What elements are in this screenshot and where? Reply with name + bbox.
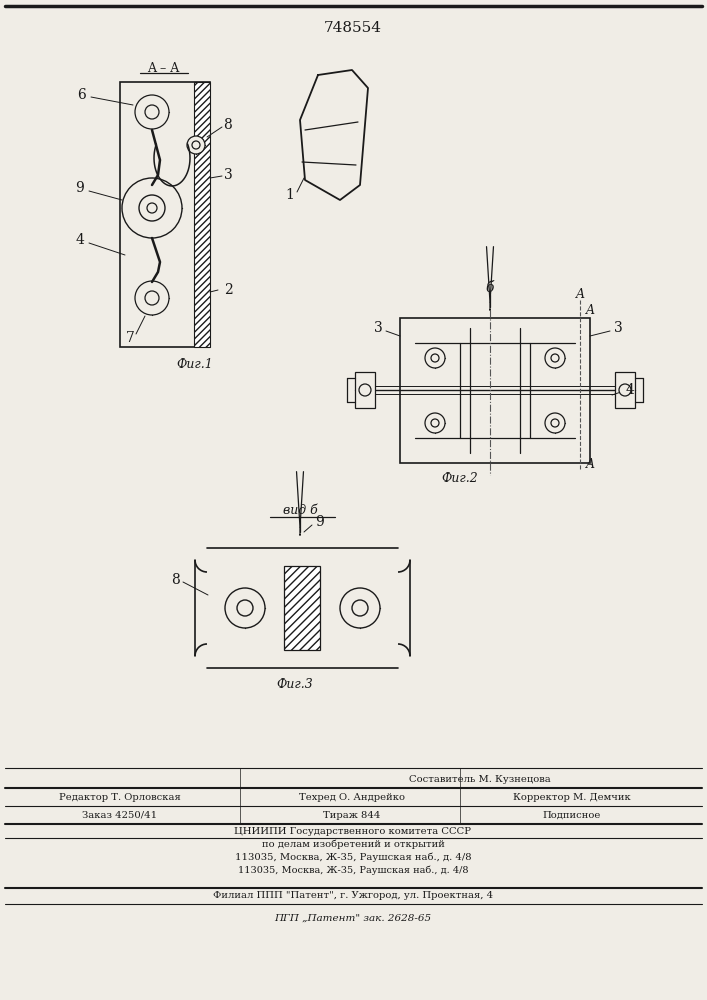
Text: Составитель М. Кузнецова: Составитель М. Кузнецова <box>409 774 551 784</box>
Circle shape <box>425 413 445 433</box>
Text: 9: 9 <box>76 181 84 195</box>
Text: 4: 4 <box>626 383 634 397</box>
Circle shape <box>551 354 559 362</box>
Circle shape <box>135 281 169 315</box>
Text: вид б: вид б <box>283 504 317 516</box>
Circle shape <box>122 178 182 238</box>
Text: Фиг.1: Фиг.1 <box>177 359 214 371</box>
Text: 4: 4 <box>76 233 84 247</box>
Text: A: A <box>585 304 595 316</box>
Circle shape <box>147 203 157 213</box>
Text: б: б <box>486 281 494 295</box>
Text: 2: 2 <box>223 283 233 297</box>
Text: 3: 3 <box>373 321 382 335</box>
Circle shape <box>187 136 205 154</box>
Bar <box>284 566 320 650</box>
Circle shape <box>225 588 265 628</box>
Circle shape <box>619 384 631 396</box>
Text: A: A <box>575 288 585 302</box>
Text: по делам изобретений и открытий: по делам изобретений и открытий <box>0 999 1 1000</box>
Bar <box>194 82 210 347</box>
Text: Подписное: Подписное <box>543 810 601 820</box>
Text: Редактор Т. Орловская: Редактор Т. Орловская <box>59 792 181 802</box>
Circle shape <box>145 291 159 305</box>
Circle shape <box>359 384 371 396</box>
Text: 113035, Москва, Ж-35, Раушская наб., д. 4/8: 113035, Москва, Ж-35, Раушская наб., д. … <box>235 852 472 862</box>
Text: 748554: 748554 <box>324 21 382 35</box>
Circle shape <box>135 95 169 129</box>
Text: 1: 1 <box>286 188 294 202</box>
Text: 8: 8 <box>170 573 180 587</box>
Text: 3: 3 <box>223 168 233 182</box>
Text: 8: 8 <box>223 118 233 132</box>
Circle shape <box>545 348 565 368</box>
Text: Фиг.3: Фиг.3 <box>276 678 313 692</box>
Circle shape <box>340 588 380 628</box>
Circle shape <box>145 105 159 119</box>
Circle shape <box>545 413 565 433</box>
Text: 113035, Москва, Ж-35, Раушская наб., д. 4/8: 113035, Москва, Ж-35, Раушская наб., д. … <box>238 865 468 875</box>
Text: 6: 6 <box>78 88 86 102</box>
Text: Техред О. Андрейко: Техред О. Андрейко <box>299 792 405 802</box>
Text: Филиал ППП "Патент", г. Ужгород, ул. Проектная, 4: Филиал ППП "Патент", г. Ужгород, ул. Про… <box>213 892 493 900</box>
Circle shape <box>431 419 439 427</box>
Text: A: A <box>585 458 595 472</box>
Circle shape <box>139 195 165 221</box>
Text: ПГП „Патент" зак. 2628-65: ПГП „Патент" зак. 2628-65 <box>274 914 431 922</box>
Text: ЦНИИПИ Государственного комитета СССР: ЦНИИПИ Государственного комитета СССР <box>235 826 472 836</box>
Text: Тираж 844: Тираж 844 <box>323 810 380 820</box>
Text: 7: 7 <box>126 331 134 345</box>
Circle shape <box>192 141 200 149</box>
Circle shape <box>237 600 253 616</box>
Text: Заказ 4250/41: Заказ 4250/41 <box>83 810 158 820</box>
Circle shape <box>431 354 439 362</box>
Text: Корректор М. Демчик: Корректор М. Демчик <box>513 792 631 802</box>
Text: Фиг.2: Фиг.2 <box>442 472 479 485</box>
Text: 3: 3 <box>614 321 622 335</box>
Bar <box>615 372 635 408</box>
Bar <box>400 318 590 463</box>
Text: A – A: A – A <box>147 62 179 75</box>
Circle shape <box>425 348 445 368</box>
Text: по делам изобретений и открытий: по делам изобретений и открытий <box>262 839 445 849</box>
Circle shape <box>352 600 368 616</box>
Circle shape <box>551 419 559 427</box>
Text: 9: 9 <box>315 515 325 529</box>
Bar <box>120 82 210 347</box>
Bar <box>355 372 375 408</box>
